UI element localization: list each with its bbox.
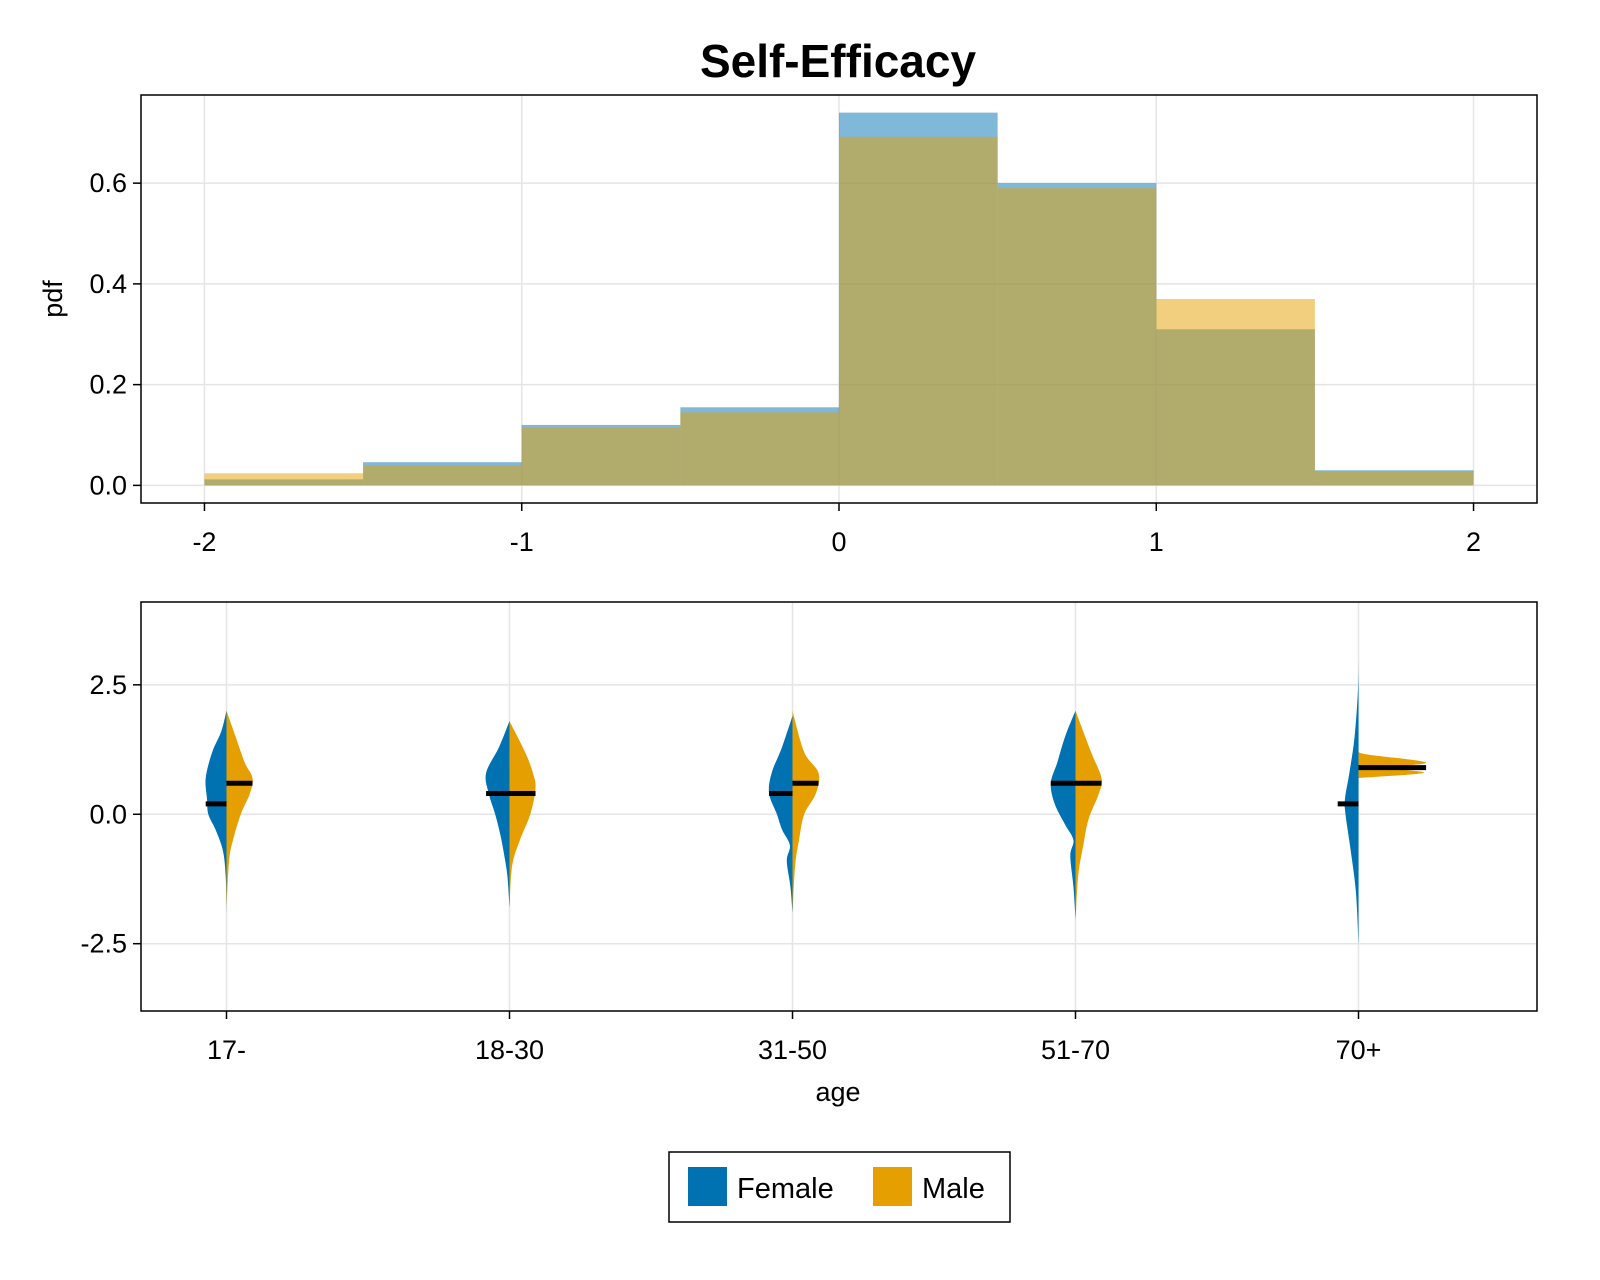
histogram-y-tick-label: 0.4 xyxy=(89,269,127,299)
histogram-x-ticks: -2 -1 0 1 2 xyxy=(192,503,1481,557)
violin-x-tick-label: 17- xyxy=(207,1035,246,1065)
violin-gridlines xyxy=(141,602,1537,1011)
violin-female-18-30 xyxy=(485,721,510,908)
histogram-y-tick-label: 0.2 xyxy=(89,370,127,400)
histogram-y-tick-label: 0.0 xyxy=(89,470,127,500)
histogram-x-tick-label: 1 xyxy=(1149,527,1164,557)
histogram-panel: -2 -1 0 1 2 0.0 0.2 0.4 0.6 pdf xyxy=(38,94,1538,557)
legend: Female Male xyxy=(668,1151,1011,1223)
histogram-x-tick-label: 2 xyxy=(1466,527,1481,557)
histogram-bar-male xyxy=(1156,299,1315,486)
violin-y-tick-label: 0.0 xyxy=(89,799,127,829)
chart-title: Self-Efficacy xyxy=(700,35,977,87)
violin-male-17- xyxy=(226,710,253,908)
violin-x-tick-label: 70+ xyxy=(1336,1035,1382,1065)
violin-x-tick-label: 18-30 xyxy=(475,1035,544,1065)
histogram-y-ticks: 0.0 0.2 0.4 0.6 xyxy=(89,168,141,500)
violin-x-tick-label: 31-50 xyxy=(758,1035,827,1065)
histogram-bar-male xyxy=(997,188,1157,486)
histogram-bar-male xyxy=(680,412,839,486)
legend-label-female: Female xyxy=(737,1173,834,1205)
violin-x-label: age xyxy=(815,1077,860,1107)
violin-x-ticks: 17- 18-30 31-50 51-70 70+ xyxy=(207,1011,1381,1065)
violin-shapes xyxy=(205,658,1427,944)
histogram-bars xyxy=(204,112,1474,486)
violin-y-ticks: -2.5 0.0 2.5 xyxy=(80,670,141,959)
violin-y-tick-label: 2.5 xyxy=(89,670,127,700)
violin-male-31-50 xyxy=(792,710,820,913)
histogram-x-tick-label: 0 xyxy=(831,527,846,557)
violin-female-31-50 xyxy=(768,715,793,913)
violin-female-70+ xyxy=(1344,658,1359,944)
histogram-x-tick-label: -1 xyxy=(510,527,534,557)
histogram-y-tick-label: 0.6 xyxy=(89,168,127,198)
histogram-bar-male xyxy=(1314,471,1474,486)
legend-swatch-female xyxy=(688,1167,727,1206)
histogram-bar-male xyxy=(204,473,364,486)
violin-x-tick-label: 51-70 xyxy=(1041,1035,1110,1065)
legend-label-male: Male xyxy=(922,1173,985,1205)
violin-male-18-30 xyxy=(509,721,536,908)
histogram-bar-male xyxy=(363,465,522,486)
violin-female-17- xyxy=(205,710,227,913)
histogram-bar-male xyxy=(839,136,998,486)
histogram-y-label: pdf xyxy=(38,280,68,318)
violin-panel: 17- 18-30 31-50 51-70 70+ -2.5 0.0 2.5 age xyxy=(80,601,1538,1107)
violin-male-70+ xyxy=(1358,752,1427,779)
violin-female-51-70 xyxy=(1050,710,1076,918)
violin-male-51-70 xyxy=(1075,710,1102,923)
violin-medians xyxy=(205,765,1427,807)
histogram-x-tick-label: -2 xyxy=(192,527,216,557)
legend-swatch-male xyxy=(873,1167,912,1206)
violin-y-tick-label: -2.5 xyxy=(80,929,127,959)
violin-frame xyxy=(140,601,1538,1012)
histogram-bar-male xyxy=(521,427,681,486)
